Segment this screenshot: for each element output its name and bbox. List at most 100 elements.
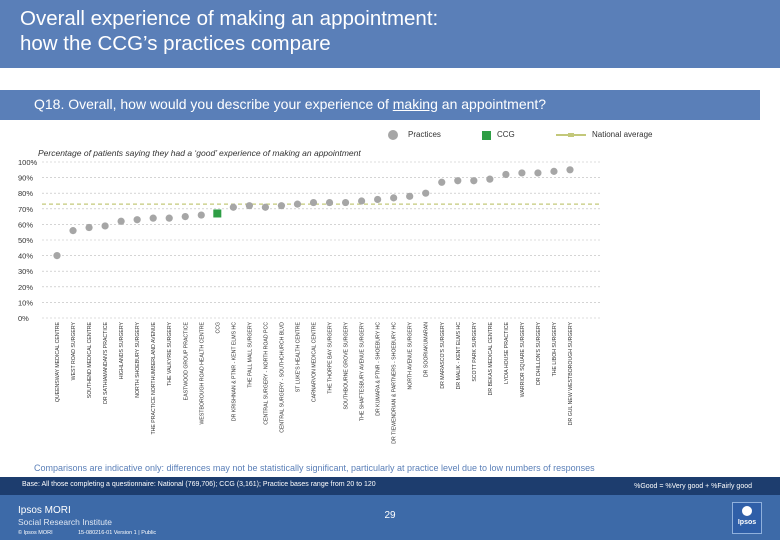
comparison-footnote: Comparisons are indicative only: differe…	[34, 463, 595, 473]
y-tick-label: 90%	[18, 174, 33, 183]
social-research-institute-text: Social Research Institute	[18, 517, 113, 527]
ipsos-logo-label: Ipsos	[737, 519, 757, 526]
x-tick-label: CENTRAL SURGERY - SOUTHCHURCH BLVD	[279, 322, 285, 433]
question-text: Q18. Overall, how would you describe you…	[34, 96, 546, 112]
y-tick-label: 60%	[18, 220, 33, 229]
x-tick-label: THE THORPE BAY SURGERY	[328, 321, 334, 393]
practice-point	[101, 222, 109, 230]
y-tick-label: 100%	[18, 158, 38, 167]
practice-point	[245, 202, 253, 210]
chart-title: Percentage of patients saying they had a…	[38, 148, 361, 158]
x-axis-tick-labels: QUEENSWAY MEDICAL CENTRE WEST ROAD SURGER…	[55, 321, 574, 443]
x-tick-label: THE VALKYRIE SURGERY	[167, 321, 173, 385]
question-prefix: Q18. Overall, how would you describe you…	[34, 96, 393, 112]
practice-point	[341, 198, 350, 207]
practice-point	[85, 223, 93, 232]
x-tick-label: DR MALIK - KENT ELMS HC	[456, 322, 462, 390]
practice-point	[486, 175, 494, 183]
x-tick-label: DR KUMARA & PTNR - SHOEBURY HC	[376, 322, 382, 416]
x-tick-label: DR GUL NEW WESTBOROUGH SURGERY	[568, 321, 574, 425]
y-tick-label: 70%	[18, 205, 33, 214]
ccg-point	[213, 209, 222, 218]
practice-point	[406, 192, 414, 200]
y-tick-label: 80%	[18, 189, 33, 198]
ipsos-mori-logo-text: Ipsos MORI	[18, 505, 71, 516]
practice-point	[438, 178, 446, 186]
practice-point	[165, 214, 173, 222]
page-title-line-1: Overall experience of making an appointm…	[20, 7, 439, 30]
x-tick-label: DR SATHIAMANDAN'S PRACTICE	[103, 321, 109, 403]
practice-point	[502, 170, 510, 179]
x-tick-label: CENTRAL SURGERY - NORTH ROAD PCC	[263, 322, 269, 425]
x-tick-label: THE SHAFTESBURY AVENUE SURGERY	[360, 321, 366, 421]
practice-point	[53, 252, 61, 260]
x-tick-label: SOUTHBOURNE GROVE SURGERY	[344, 321, 350, 409]
practice-point	[357, 197, 366, 205]
x-tick-label: WEST ROAD SURGERY	[71, 321, 77, 380]
x-tick-label: SOUTHEND MEDICAL CENTRE	[87, 321, 93, 398]
practice-point	[149, 214, 157, 222]
practice-point	[534, 169, 542, 177]
x-tick-label: CARNARVON MEDICAL CENTRE	[312, 321, 318, 402]
x-tick-label: THE PALL MALL SURGERY	[247, 321, 253, 387]
page-number: 29	[384, 510, 396, 521]
practice-point	[261, 203, 270, 211]
ipsos-logo-icon: Ipsos	[732, 502, 762, 534]
x-tick-label: NORTH AVENUE SURGERY	[408, 321, 414, 389]
practice-point	[374, 195, 382, 204]
y-tick-label: 50%	[18, 236, 33, 245]
practice-point	[293, 200, 302, 208]
page-title: Overall experience of making an appointm…	[20, 6, 760, 56]
x-tick-label: DR SOORIAKUMARAN	[424, 322, 430, 377]
practice-point	[309, 198, 318, 207]
x-tick-label: EASTWOOD GROUP PRACTICE	[183, 321, 189, 400]
legend-ccg-label: CCG	[497, 130, 515, 139]
ipsos-logo-dot	[742, 506, 752, 516]
x-tick-label: DR BEKAS MEDICAL CENTRE	[488, 321, 494, 395]
y-tick-label: 20%	[18, 283, 33, 292]
x-tick-label: WARRIOR SQUARE SURGERY	[520, 321, 526, 397]
x-tick-label: WESTBOROUGH ROAD HEALTH CENTRE	[199, 321, 205, 424]
y-tick-label: 40%	[18, 252, 33, 261]
x-tick-label: QUEENSWAY MEDICAL CENTRE	[55, 321, 61, 402]
legend-practices-label: Practices	[408, 130, 441, 139]
x-tick-label: NORTH SHOEBURY SURGERY	[135, 321, 141, 397]
practice-legend-icon	[388, 130, 398, 140]
practice-point	[566, 166, 574, 174]
question-bar: Q18. Overall, how would you describe you…	[0, 90, 760, 120]
x-tick-label: CCG	[215, 322, 221, 334]
good-definition: %Good = %Very good + %Fairly good	[634, 483, 752, 490]
practice-point	[197, 211, 205, 219]
ccg-legend-icon	[482, 131, 491, 140]
base-text: Base: All those completing a questionnai…	[22, 481, 376, 488]
x-tick-label: THE LIBOH SURGERY	[552, 321, 558, 376]
x-tick-label: SCOTT PARK SURGERY	[472, 321, 478, 381]
practice-point	[390, 194, 398, 202]
x-tick-label: DR DHILLON'S SURGERY	[536, 321, 542, 384]
y-tick-label: 10%	[18, 298, 33, 307]
national-average-legend-icon	[556, 133, 586, 137]
chart-points	[53, 166, 574, 260]
x-tick-label: DR KRISHNAN & PTNR - KENT ELMS HC	[231, 322, 237, 421]
x-tick-label: DR MARASCO'S SURGERY	[440, 321, 446, 388]
practice-point	[229, 203, 237, 211]
practice-point	[454, 177, 462, 185]
practice-point	[470, 177, 478, 185]
question-suffix: an appointment?	[437, 96, 547, 112]
y-axis-tick-labels: 0% 10% 20% 30% 40% 50% 60% 70% 80% 90% 100%	[18, 158, 38, 323]
x-tick-label: ST LUKE'S HEALTH CENTRE	[295, 321, 301, 392]
question-underlined: making	[392, 96, 438, 112]
y-tick-label: 0%	[18, 314, 29, 323]
x-tick-label: THE PRACTICE NORTHUMBERLAND AVENUE	[151, 321, 157, 434]
scatter-chart: 0% 10% 20% 30% 40% 50% 60% 70% 80% 90% 100% QUEENS…	[18, 158, 600, 444]
version-text: 15-080216-01 Version 1 | Public	[78, 530, 157, 536]
practice-point	[117, 217, 125, 225]
y-tick-label: 30%	[18, 267, 33, 276]
chart-grid	[42, 161, 600, 319]
practice-point	[518, 169, 526, 177]
copyright-text: © Ipsos MORI	[18, 530, 53, 536]
practice-point	[550, 167, 558, 175]
legend-national-label: National average	[592, 130, 653, 139]
x-tick-label: DR TIEWENDRIAN & PARTNERS - SHOEBURY HC	[392, 322, 398, 444]
practice-point	[181, 213, 189, 221]
